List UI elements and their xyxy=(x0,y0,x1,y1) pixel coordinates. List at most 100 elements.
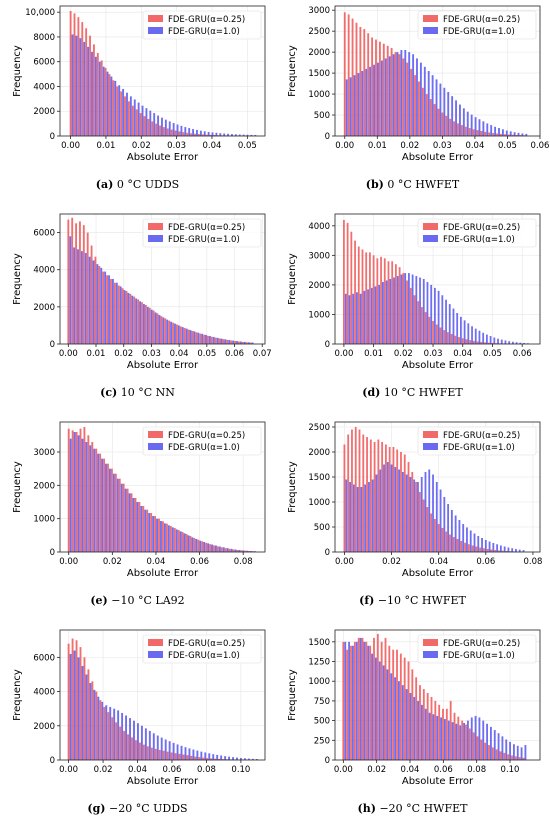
histogram-bar xyxy=(174,753,177,760)
histogram-bar xyxy=(115,722,118,760)
histogram-bar xyxy=(251,758,254,760)
legend-label: FDE-GRU(α=0.25) xyxy=(168,15,245,25)
histogram-bar xyxy=(456,312,459,344)
legend-swatch xyxy=(423,639,438,646)
legend-swatch xyxy=(148,639,163,646)
caption-letter: (h) xyxy=(357,802,376,815)
legend-swatch xyxy=(423,651,438,658)
histogram-bar xyxy=(386,462,389,552)
histogram-bar xyxy=(398,469,400,552)
histogram-bar xyxy=(159,125,161,136)
histogram-bar xyxy=(451,96,454,136)
histogram-bar xyxy=(144,305,147,344)
histogram-bar xyxy=(403,657,406,760)
histogram-bar xyxy=(194,133,196,136)
histogram-bar xyxy=(448,304,451,344)
histogram-bar xyxy=(379,469,382,552)
histogram-bar xyxy=(435,324,438,344)
histogram-bar xyxy=(390,47,393,136)
caption-d: (d) 10 °C HWFET xyxy=(275,386,550,399)
histogram-bar xyxy=(486,334,488,344)
y-axis-label: Frequency xyxy=(287,461,298,513)
legend-box xyxy=(417,218,537,248)
histogram-bar xyxy=(388,447,391,552)
histogram-bar xyxy=(165,523,168,552)
histogram-bar xyxy=(434,700,437,760)
histogram-bar xyxy=(431,75,434,136)
histogram-bar xyxy=(69,653,72,760)
axes-frame xyxy=(59,421,266,553)
histogram-bar xyxy=(422,279,425,344)
histogram-bar xyxy=(364,484,367,552)
histogram-bar xyxy=(477,536,480,552)
histogram-bar xyxy=(187,329,190,344)
histogram-bar xyxy=(453,712,456,760)
histogram-bar xyxy=(178,131,181,136)
histogram-bar xyxy=(240,550,243,552)
panel-c: 0.00 0.01 0.02 0.03 0.04 0.05 0.06 0.07 0 2000 400… xyxy=(0,208,275,416)
histogram-bar xyxy=(73,247,76,344)
histogram-bar xyxy=(156,735,159,760)
legend-label: FDE-GRU(α=0.25) xyxy=(168,639,245,649)
histogram-bar xyxy=(224,339,227,344)
histogram-bar xyxy=(443,497,446,552)
histogram-bar xyxy=(93,448,96,552)
histogram-bar xyxy=(460,125,463,136)
legend-label: FDE-GRU(α=0.25) xyxy=(168,431,245,441)
legend-label: FDE-GRU(α=0.25) xyxy=(443,639,520,649)
histogram-bar xyxy=(432,474,434,552)
histogram-bar xyxy=(160,737,163,760)
axes-frame xyxy=(334,629,541,761)
x-tick-label: 0.02 xyxy=(132,141,151,151)
histogram-bar xyxy=(243,758,246,760)
histogram-bar xyxy=(81,438,84,552)
legend-box xyxy=(142,634,262,664)
histogram-bar xyxy=(227,133,229,136)
histogram-bar xyxy=(170,321,173,344)
histogram-bar xyxy=(493,730,496,760)
caption-letter: (b) xyxy=(365,178,384,191)
x-tick-label: 0.05 xyxy=(483,349,502,359)
series-alpha-025 xyxy=(343,427,523,552)
histogram-bar xyxy=(77,249,79,344)
histogram-bar xyxy=(123,290,126,344)
histogram-bar xyxy=(346,222,349,344)
histogram-a: 0.00 0.01 0.02 0.03 0.04 0.05 0 2000 4000 6000 800… xyxy=(12,5,266,163)
histogram-bar xyxy=(522,550,525,552)
histogram-bar xyxy=(518,549,521,552)
y-tick-label: 500 xyxy=(314,111,330,121)
x-tick-label: 0.08 xyxy=(197,765,216,775)
histogram-bar xyxy=(240,757,242,760)
histogram-bar xyxy=(116,86,119,136)
histogram-bar xyxy=(199,540,202,552)
histogram-bar xyxy=(465,339,468,344)
histogram-bar xyxy=(421,307,423,344)
histogram-bar xyxy=(201,333,204,344)
histogram-bar xyxy=(488,745,490,760)
histogram-bar xyxy=(228,548,231,552)
histogram-bar xyxy=(518,757,521,760)
x-axis-label: Absolute Error xyxy=(402,152,474,163)
histogram-bar xyxy=(441,112,444,136)
histogram-bar xyxy=(99,453,102,552)
y-axis-label: Frequency xyxy=(287,669,298,721)
y-tick-label: 6000 xyxy=(33,653,55,663)
legend-label: FDE-GRU(α=0.25) xyxy=(443,431,520,441)
x-tick-label: 0.06 xyxy=(531,141,550,151)
y-tick-label: 500 xyxy=(314,523,330,533)
histogram-bar xyxy=(212,336,215,344)
legend: FDE-GRU(α=0.25) FDE-GRU(α=1.0) xyxy=(417,10,537,40)
histogram-bar xyxy=(344,641,347,760)
histogram-bar xyxy=(91,442,94,552)
histogram-bar xyxy=(96,53,99,136)
histogram-bar xyxy=(439,83,442,136)
x-tick-label: 0.06 xyxy=(225,349,244,359)
histogram-bar xyxy=(226,339,229,344)
histogram-bar xyxy=(97,453,100,552)
legend-swatch xyxy=(148,651,163,658)
histogram-bar xyxy=(419,62,422,136)
histogram-bar xyxy=(71,430,74,552)
histogram-bar xyxy=(219,133,222,136)
histogram-bar xyxy=(458,337,460,344)
histogram-bar xyxy=(447,504,450,552)
